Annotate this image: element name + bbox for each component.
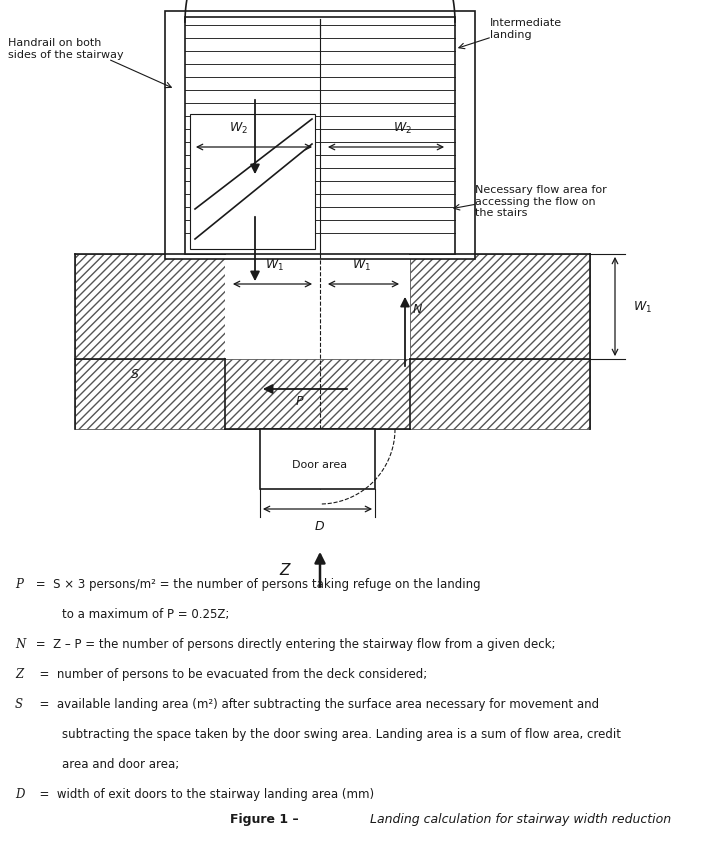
Text: $D$: $D$ xyxy=(314,519,326,533)
Text: D: D xyxy=(15,787,25,800)
Text: S: S xyxy=(15,697,23,710)
Text: Figure 1 –: Figure 1 – xyxy=(230,813,298,825)
Bar xyxy=(75,255,225,360)
Bar xyxy=(410,255,590,360)
Text: Intermediate
landing: Intermediate landing xyxy=(490,18,562,40)
Text: Door area: Door area xyxy=(292,459,348,469)
Text: Necessary flow area for
accessing the flow on
the stairs: Necessary flow area for accessing the fl… xyxy=(475,185,607,218)
Text: area and door area;: area and door area; xyxy=(32,757,180,770)
Text: =  available landing area (m²) after subtracting the surface area necessary for : = available landing area (m²) after subt… xyxy=(32,697,599,710)
Bar xyxy=(190,115,315,250)
Text: $S$: $S$ xyxy=(130,368,140,381)
Text: Landing calculation for stairway width reduction: Landing calculation for stairway width r… xyxy=(362,813,671,825)
Bar xyxy=(75,360,590,430)
Text: =  width of exit doors to the stairway landing area (mm): = width of exit doors to the stairway la… xyxy=(32,787,374,800)
Text: =  Z – P = the number of persons directly entering the stairway flow from a give: = Z – P = the number of persons directly… xyxy=(32,637,555,650)
Text: $W_2$: $W_2$ xyxy=(392,121,411,136)
Text: $W_1$: $W_1$ xyxy=(266,257,285,273)
Text: subtracting the space taken by the door swing area. Landing area is a sum of flo: subtracting the space taken by the door … xyxy=(32,728,621,740)
Bar xyxy=(165,12,475,260)
Text: $P$: $P$ xyxy=(295,395,305,408)
Text: $W_2$: $W_2$ xyxy=(229,121,248,136)
Text: Handrail on both
sides of the stairway: Handrail on both sides of the stairway xyxy=(8,38,124,60)
Bar xyxy=(185,18,455,255)
Text: $N$: $N$ xyxy=(412,303,423,316)
Text: =  S × 3 persons/m² = the number of persons taking refuge on the landing: = S × 3 persons/m² = the number of perso… xyxy=(32,577,481,590)
Text: to a maximum of P = 0.25Z;: to a maximum of P = 0.25Z; xyxy=(32,608,230,620)
Text: $W_1$: $W_1$ xyxy=(353,257,371,273)
Text: N: N xyxy=(15,637,25,650)
Text: =  number of persons to be evacuated from the deck considered;: = number of persons to be evacuated from… xyxy=(32,668,427,680)
Text: Z: Z xyxy=(15,668,23,680)
Bar xyxy=(225,255,410,360)
Bar xyxy=(260,430,375,490)
Text: $W_1$: $W_1$ xyxy=(633,299,652,314)
Text: $Z$: $Z$ xyxy=(279,561,292,577)
Text: P: P xyxy=(15,577,23,590)
